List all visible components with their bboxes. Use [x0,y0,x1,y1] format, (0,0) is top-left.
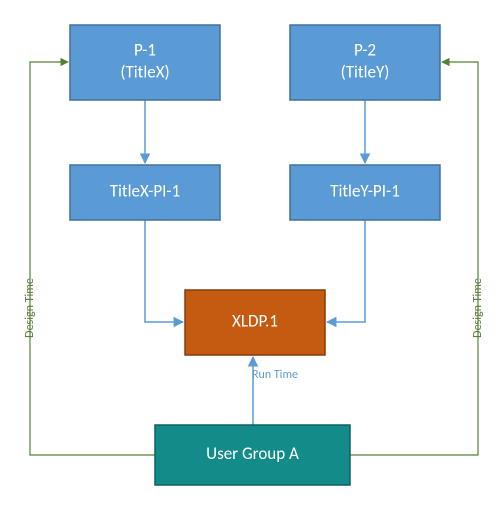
node-user-group-label: User Group A [206,443,299,464]
node-pi2-label: TitleY-PI-1 [330,181,400,202]
node-xldp: XLDP.1 [185,290,325,355]
edge-pi1-xldp [145,220,183,322]
node-pi1: TitleX-PI-1 [70,165,220,220]
node-p2-line1: P-2 [354,40,376,61]
node-p1: P-1 (TitleX) [70,25,220,100]
node-p2-line2: (TitleY) [341,62,390,83]
node-pi2: TitleY-PI-1 [290,165,440,220]
node-p1-line2: (TitleX) [120,62,169,83]
edge-ug-p1 [30,62,155,455]
label-run-time: Run Time [252,368,298,382]
node-user-group: User Group A [155,425,350,485]
label-design-time-right: Design Time [471,278,485,338]
flowchart-diagram: P-1 (TitleX) P-2 (TitleY) TitleX-PI-1 Ti… [0,0,501,531]
node-p2: P-2 (TitleY) [290,25,440,100]
edge-pi2-xldp [327,220,365,322]
edge-ug-p2 [350,62,478,455]
edges [30,62,478,455]
label-design-time-left: Design Time [23,278,37,338]
node-p1-line1: P-1 [134,40,156,61]
node-pi1-label: TitleX-PI-1 [110,181,180,202]
nodes: P-1 (TitleX) P-2 (TitleY) TitleX-PI-1 Ti… [70,25,440,485]
node-xldp-label: XLDP.1 [232,311,278,332]
